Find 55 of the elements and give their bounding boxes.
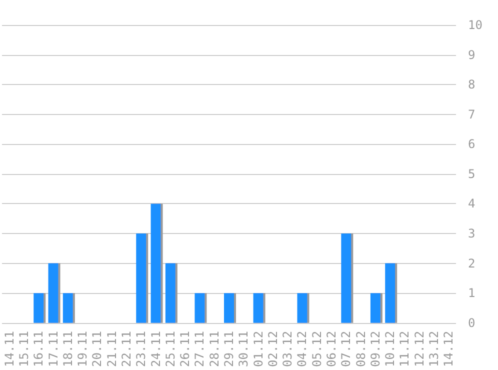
x-tick-label: 13.12 [427, 330, 442, 367]
y-tick-label: 8 [468, 78, 476, 92]
x-tick-label: 30.11 [236, 330, 251, 367]
bar [385, 263, 396, 323]
x-tick-label: 05.12 [310, 330, 324, 367]
bar [341, 234, 352, 323]
x-tick-label: 16.11 [32, 330, 46, 367]
bar [370, 293, 380, 323]
y-tick-label: 3 [468, 226, 476, 241]
x-tick-label: 20.11 [90, 330, 104, 367]
y-tick-label: 5 [468, 166, 476, 181]
x-tick-label: 14.11 [2, 330, 16, 367]
x-tick-label: 24.11 [148, 330, 163, 367]
y-tick-label: 4 [468, 196, 476, 211]
x-tick-label: 15.11 [16, 330, 31, 367]
bar [297, 293, 308, 323]
bar [253, 293, 264, 323]
y-tick-label: 10 [468, 18, 482, 32]
bar [136, 234, 146, 323]
bar [224, 293, 234, 323]
bar [34, 293, 44, 323]
y-tick-label: 6 [468, 137, 476, 152]
x-tick-label: 17.11 [46, 330, 60, 367]
x-tick-label: 28.11 [207, 330, 222, 367]
bar [48, 263, 58, 323]
x-tick-label: 29.11 [222, 330, 236, 367]
y-tick-label: 7 [468, 107, 476, 122]
x-tick-label: 23.11 [134, 330, 148, 367]
x-tick-label: 07.12 [339, 330, 354, 367]
x-tick-label: 06.12 [324, 330, 339, 367]
x-tick-label: 14.12 [442, 330, 456, 367]
x-tick-label: 26.11 [178, 330, 192, 367]
bar [194, 293, 205, 323]
x-tick-label: 19.11 [76, 330, 90, 367]
x-tick-label: 25.11 [163, 330, 178, 367]
bar [165, 263, 176, 323]
y-tick-label: 2 [468, 256, 476, 270]
x-tick-label: 03.12 [280, 330, 295, 367]
x-tick-label: 09.12 [368, 330, 382, 367]
x-tick-label: 12.12 [412, 330, 426, 367]
x-tick-label: 27.11 [192, 330, 207, 367]
x-tick-label: 04.12 [295, 330, 310, 367]
x-tick-label: 18.11 [60, 330, 75, 367]
x-tick-label: 22.11 [119, 330, 134, 367]
x-tick-label: 21.11 [104, 330, 119, 367]
x-tick-label: 10.12 [383, 330, 398, 367]
x-tick-label: 02.12 [266, 330, 280, 367]
x-tick-label: 01.12 [251, 330, 266, 367]
bar [62, 293, 73, 323]
y-tick-label: 9 [468, 48, 476, 62]
x-tick-label: 11.12 [398, 330, 412, 367]
x-tick-label: 08.12 [354, 330, 368, 367]
y-tick-label: 0 [468, 316, 476, 330]
y-tick-label: 1 [468, 286, 476, 300]
bar [150, 204, 161, 323]
